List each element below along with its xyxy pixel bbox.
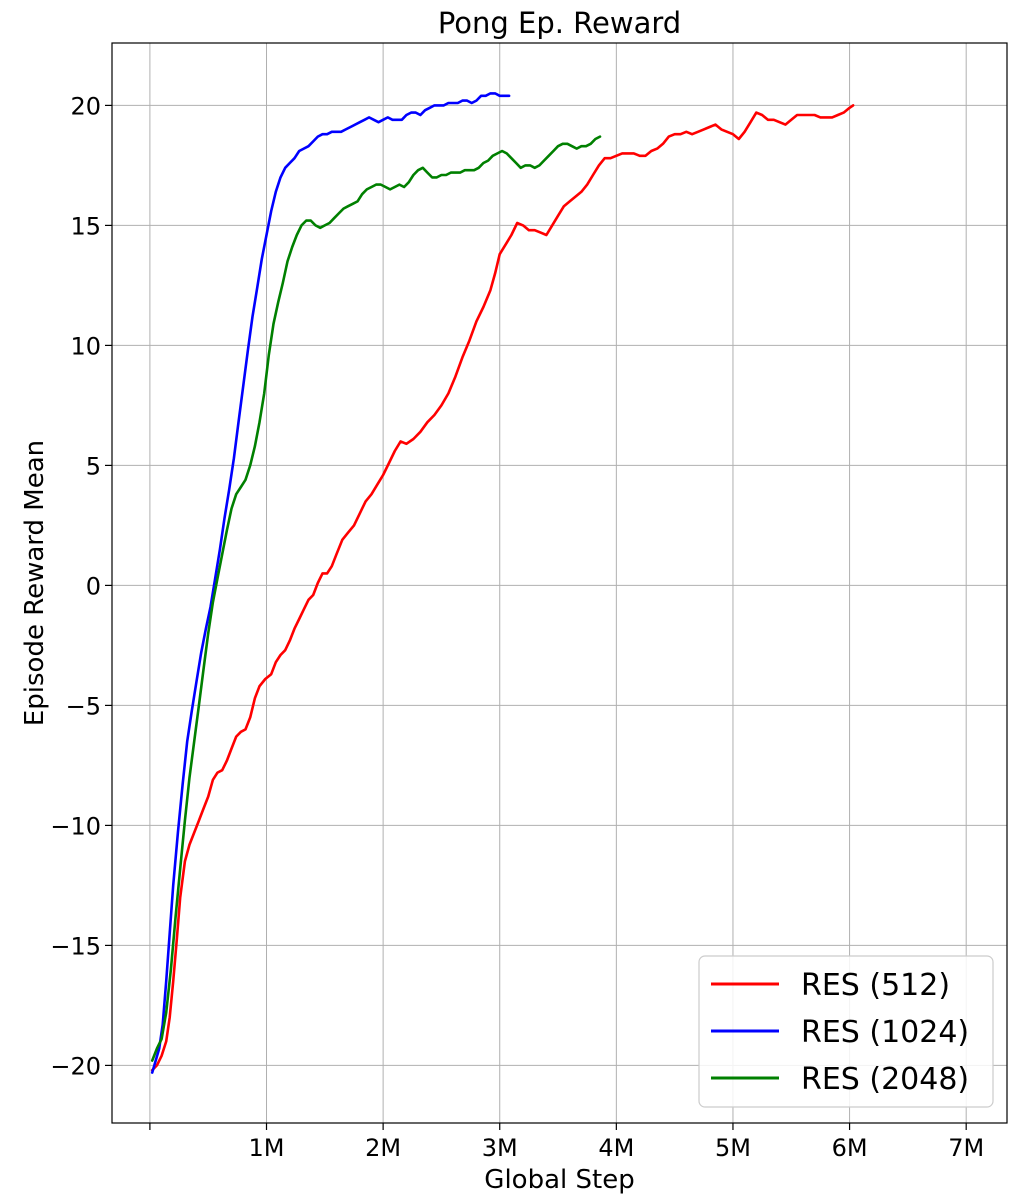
series-lines (150, 92, 855, 1074)
legend-box (698, 955, 994, 1108)
series-line-3 (150, 135, 602, 1062)
x-tick-label: 7M (948, 1134, 984, 1162)
chart-title: Pong Ep. Reward (438, 6, 681, 40)
x-tick-label: 1M (249, 1134, 285, 1162)
grid (112, 43, 1007, 1123)
plot-frame (111, 42, 1008, 1124)
legend-label: RES (1024) (801, 1015, 969, 1050)
legend-label: RES (2048) (801, 1062, 969, 1097)
y-tick-label: −15 (50, 932, 101, 960)
x-tick-label: 3M (482, 1134, 518, 1162)
y-tick-label: 20 (70, 92, 101, 120)
legend-label: RES (512) (801, 968, 950, 1003)
x-tick-label: 6M (832, 1134, 868, 1162)
legend: RES (512) RES (1024) RES (2048) (698, 955, 994, 1108)
series-line-1 (150, 104, 855, 1072)
series-line-2 (150, 92, 511, 1074)
x-tick-label: 2M (365, 1134, 401, 1162)
y-tick-label: −20 (50, 1052, 101, 1080)
x-axis-label: Global Step (484, 1165, 634, 1195)
y-tick-label: 0 (86, 572, 101, 600)
axis-ticks: 1M 2M 3M 4M 5M 6M 7M −20 −15 −10 −5 0 5 10 15 20 (50, 92, 984, 1162)
y-tick-label: −5 (66, 692, 101, 720)
x-tick-label: 4M (598, 1134, 634, 1162)
x-tick-label: 5M (715, 1134, 751, 1162)
y-axis-label: Episode Reward Mean (20, 440, 50, 726)
y-tick-label: 5 (86, 452, 101, 480)
y-tick-label: 10 (70, 332, 101, 360)
y-tick-label: 15 (70, 212, 101, 240)
y-tick-label: −10 (50, 812, 101, 840)
